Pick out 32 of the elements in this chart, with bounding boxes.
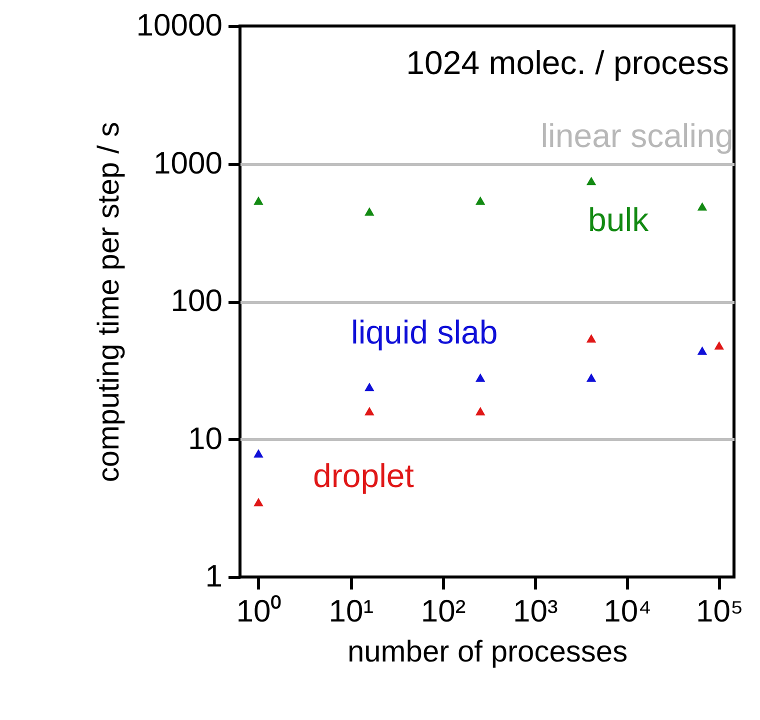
point bbox=[254, 449, 264, 458]
point bbox=[697, 202, 708, 211]
series-label: bulk bbox=[588, 200, 650, 238]
series-label: liquid slab bbox=[350, 314, 498, 351]
x-axis-title: number of processes bbox=[347, 636, 628, 668]
point bbox=[586, 176, 596, 186]
y-tick-label: 100 bbox=[170, 283, 222, 318]
point bbox=[475, 196, 486, 205]
point bbox=[475, 406, 486, 416]
y-tick-label: 1 bbox=[205, 558, 222, 594]
point bbox=[254, 196, 264, 205]
y-tick-label: 10000 bbox=[136, 8, 222, 42]
point bbox=[364, 207, 374, 216]
point bbox=[364, 406, 374, 416]
x-tick-label: 10³ bbox=[512, 594, 558, 628]
y-tick-label: 10 bbox=[188, 420, 222, 456]
annotation: linear scaling bbox=[540, 116, 734, 154]
x-tick-label: 10¹ bbox=[328, 594, 374, 628]
y-tick-label: 1000 bbox=[154, 145, 222, 180]
x-tick-label: 10⁰ bbox=[236, 594, 282, 628]
x-tick-label: 10⁴ bbox=[604, 594, 652, 628]
x-tick-label: 10² bbox=[420, 594, 466, 628]
x-tick-label: 10⁵ bbox=[696, 594, 744, 628]
point bbox=[254, 498, 264, 506]
point bbox=[697, 346, 708, 355]
point bbox=[586, 334, 596, 343]
point bbox=[475, 373, 486, 382]
y-axis-title: computing time per step / s bbox=[92, 122, 126, 482]
point bbox=[586, 373, 596, 382]
annotation: 1024 molec. / process bbox=[406, 44, 729, 81]
point bbox=[364, 382, 374, 392]
series-label: droplet bbox=[313, 457, 414, 494]
